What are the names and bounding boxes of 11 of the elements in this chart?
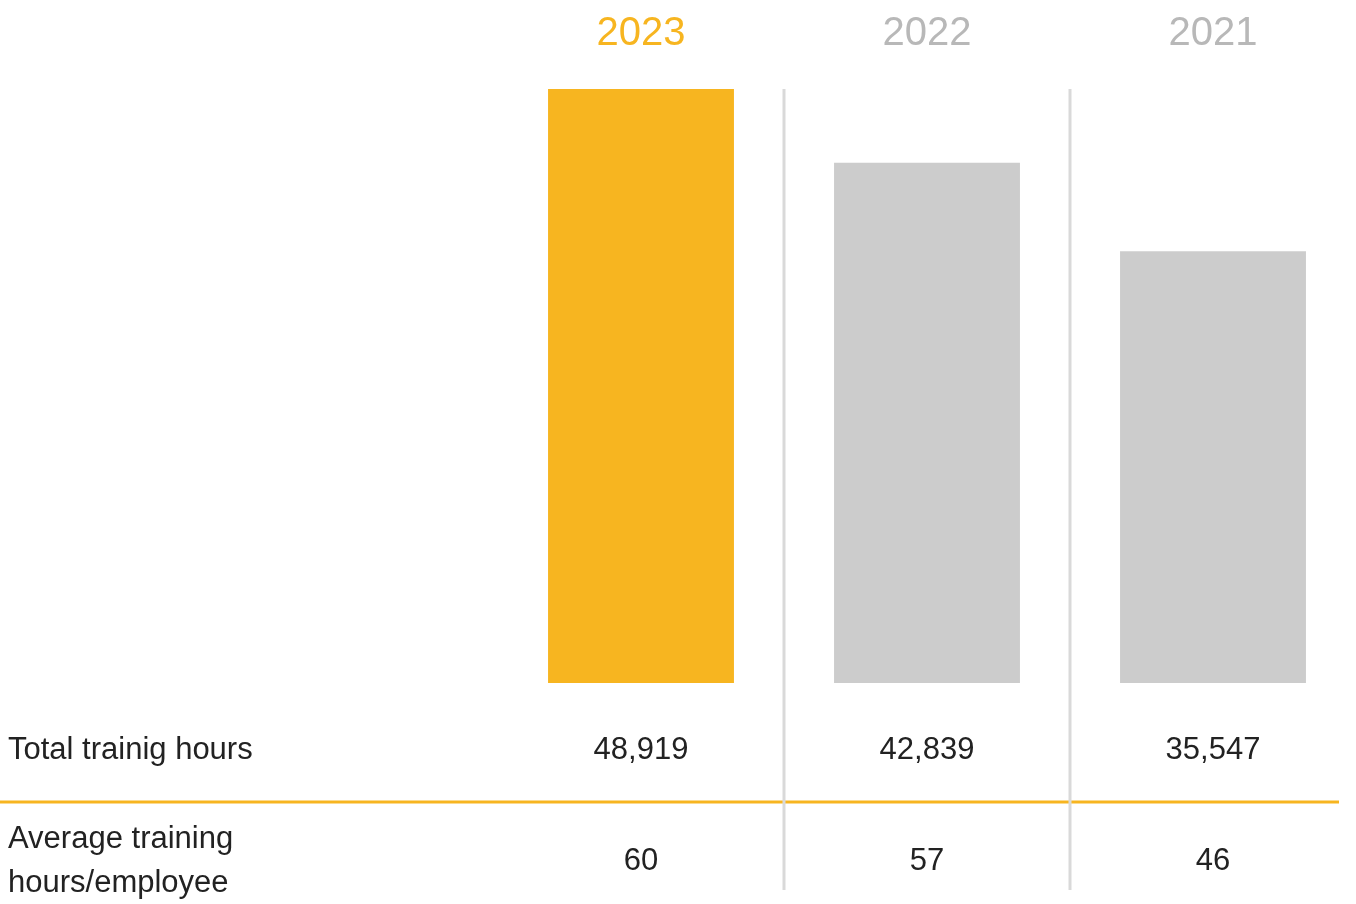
text: 60 — [623, 842, 659, 877]
data-label: 48,919 — [593, 731, 689, 766]
x-tick-label: 2022 — [882, 9, 972, 53]
data-label: 35,547 — [1165, 731, 1261, 766]
text: Total trainig hours — [8, 731, 253, 766]
data-label: 42,839 — [879, 731, 975, 766]
text: 57 — [909, 842, 945, 877]
x-tick-label: 2021 — [1168, 9, 1258, 53]
text: Average training hours/employee — [8, 820, 234, 899]
x-tick-label: 2023 — [596, 9, 686, 53]
text: 46 — [1195, 842, 1231, 877]
